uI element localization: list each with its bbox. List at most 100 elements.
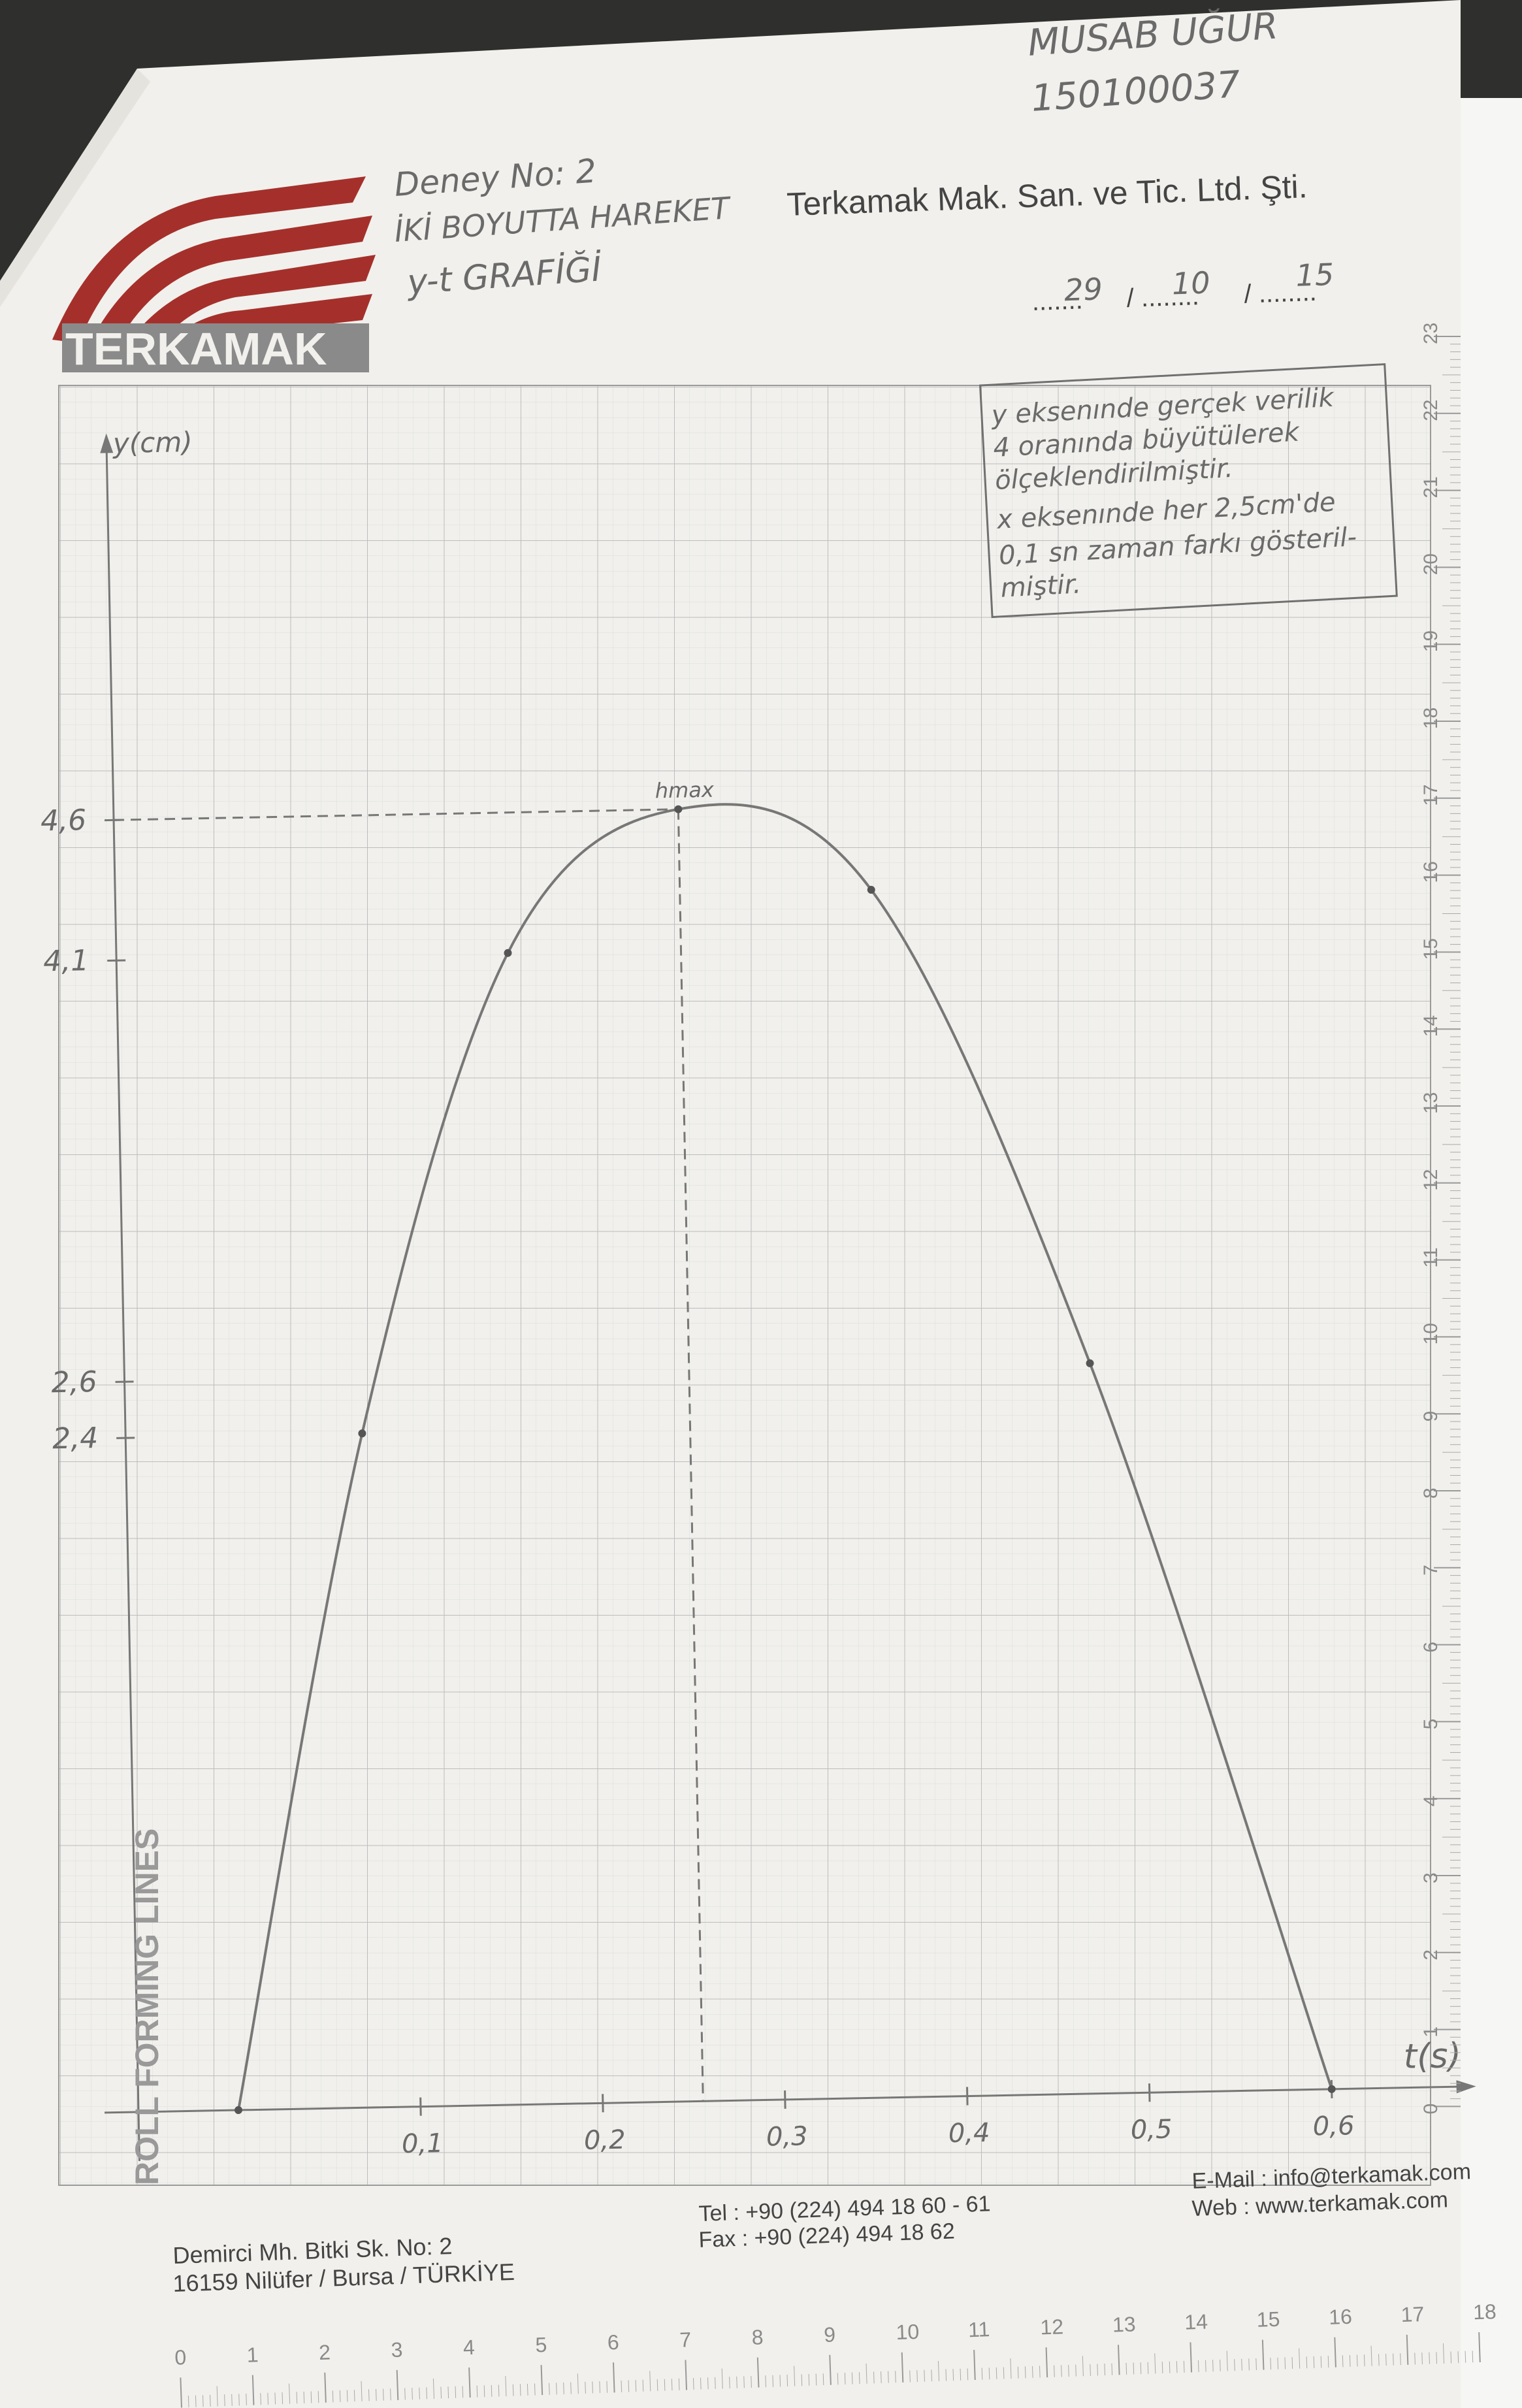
ruler-tick bbox=[901, 2352, 904, 2383]
ruler-label: 4 bbox=[1420, 1796, 1442, 1807]
ruler-label: 14 bbox=[1420, 1015, 1442, 1037]
ruler-minor-tick bbox=[498, 2384, 500, 2397]
ruler-label: 8 bbox=[751, 2325, 764, 2349]
ruler-minor-tick bbox=[368, 2389, 370, 2401]
ruler-minor-tick bbox=[1342, 2355, 1344, 2367]
ruler-minor-tick bbox=[455, 2386, 457, 2398]
ruler-tick bbox=[1334, 2337, 1336, 2367]
y-tick-label: 4,1 bbox=[43, 944, 89, 978]
ruler-minor-tick bbox=[1061, 2365, 1062, 2377]
ruler-label: 14 bbox=[1184, 2310, 1208, 2334]
ruler-tick bbox=[1478, 2332, 1481, 2363]
ruler-label: 12 bbox=[1420, 1169, 1442, 1190]
x-tick bbox=[784, 2090, 786, 2109]
ruler-label: 0 bbox=[174, 2345, 187, 2369]
ruler-minor-tick bbox=[1003, 2367, 1005, 2379]
ruler-minor-tick bbox=[967, 2368, 969, 2381]
ruler-label: 9 bbox=[824, 2322, 836, 2347]
ruler-minor-tick bbox=[988, 2367, 990, 2380]
ruler-label: 17 bbox=[1401, 2302, 1425, 2326]
ruler-label: 5 bbox=[535, 2333, 547, 2357]
note-line-6: miştir. bbox=[1000, 569, 1082, 603]
ruler-label: 22 bbox=[1420, 399, 1442, 421]
ruler-minor-tick bbox=[1075, 2364, 1077, 2377]
ruler-minor-tick bbox=[858, 2372, 860, 2384]
ruler-minor-tick bbox=[873, 2371, 875, 2384]
ruler-minor-tick bbox=[317, 2391, 319, 2403]
ruler-tick bbox=[540, 2365, 543, 2396]
ruler-minor-tick bbox=[376, 2389, 377, 2401]
ruler-minor-tick bbox=[187, 2396, 189, 2408]
ruler-minor-tick bbox=[621, 2380, 623, 2392]
ruler-label: 15 bbox=[1420, 938, 1442, 960]
ruler-tick bbox=[251, 2375, 255, 2405]
ruler-minor-tick bbox=[1370, 2345, 1372, 2366]
data-point bbox=[358, 1429, 366, 1438]
svg-text:/ ........: / ........ bbox=[1244, 278, 1318, 309]
y-tick-label: 2,4 bbox=[52, 1422, 99, 1456]
ruler-minor-tick bbox=[1220, 2359, 1221, 2371]
ruler-minor-tick bbox=[289, 2383, 291, 2404]
ruler-minor-tick bbox=[1176, 2361, 1178, 2373]
ruler-minor-tick bbox=[534, 2383, 536, 2396]
ruler-label: 19 bbox=[1420, 630, 1442, 652]
ruler-label: 10 bbox=[1420, 1323, 1442, 1344]
ruler-minor-tick bbox=[801, 2374, 803, 2386]
ruler-minor-tick bbox=[282, 2392, 283, 2405]
ruler-minor-tick bbox=[1090, 2364, 1091, 2376]
ruler-minor-tick bbox=[585, 2381, 586, 2394]
ruler-label: 10 bbox=[896, 2320, 920, 2344]
ruler-minor-tick bbox=[952, 2369, 954, 2381]
ruler-minor-tick bbox=[1299, 2348, 1301, 2369]
ruler-tick bbox=[180, 2377, 182, 2408]
ruler-minor-tick bbox=[412, 2388, 413, 2400]
ruler-label: 18 bbox=[1472, 2300, 1497, 2324]
ruler-label: 16 bbox=[1329, 2305, 1353, 2329]
ruler-label: 11 bbox=[1420, 1247, 1442, 1267]
ruler-label: 2 bbox=[1420, 1949, 1442, 1961]
date-day: 29 bbox=[1063, 271, 1103, 308]
ruler-tick bbox=[829, 2354, 832, 2385]
x-tick-label: 0,2 bbox=[584, 2125, 626, 2156]
ruler-minor-tick bbox=[909, 2370, 911, 2383]
ruler-minor-tick bbox=[346, 2390, 348, 2402]
ruler-minor-tick bbox=[628, 2380, 630, 2392]
ruler-minor-tick bbox=[1248, 2358, 1250, 2371]
ruler-minor-tick bbox=[937, 2360, 940, 2381]
ruler-minor-tick bbox=[1054, 2365, 1055, 2377]
ruler-minor-tick bbox=[888, 2371, 889, 2383]
data-point bbox=[235, 2106, 242, 2114]
ruler-label: 16 bbox=[1420, 861, 1442, 883]
ruler-minor-tick bbox=[1472, 2351, 1474, 2363]
ruler-minor-tick bbox=[649, 2371, 651, 2392]
ruler-minor-tick bbox=[960, 2368, 962, 2381]
ruler-tick bbox=[756, 2357, 760, 2388]
ruler-minor-tick bbox=[751, 2375, 752, 2388]
ruler-minor-tick bbox=[1436, 2352, 1438, 2364]
ruler-minor-tick bbox=[432, 2378, 435, 2399]
ruler-label: 17 bbox=[1420, 784, 1442, 805]
ruler-label: 21 bbox=[1420, 476, 1442, 498]
ruler-label: 1 bbox=[246, 2343, 259, 2367]
data-point bbox=[674, 805, 683, 813]
ruler-minor-tick bbox=[1385, 2354, 1387, 2366]
ruler-minor-tick bbox=[1393, 2353, 1394, 2366]
ruler-minor-tick bbox=[1327, 2356, 1329, 2368]
hmax-label: hmax bbox=[655, 777, 715, 804]
ruler-minor-tick bbox=[549, 2383, 550, 2395]
x-tick bbox=[966, 2087, 969, 2106]
x-tick-label: 0,5 bbox=[1130, 2115, 1172, 2145]
ruler-minor-tick bbox=[526, 2383, 528, 2396]
ruler-minor-tick bbox=[353, 2390, 355, 2402]
ruler-minor-tick bbox=[996, 2367, 997, 2379]
x-tick-label: 0,4 bbox=[948, 2118, 990, 2149]
y-t-chart: y(cm) t(s) 0,1 0,2 0,3 0,4 0,5 0,6 2,4 2,6 4,1 4,… bbox=[40, 426, 1476, 2161]
ruler-minor-tick bbox=[577, 2373, 579, 2394]
ruler-minor-tick bbox=[1039, 2366, 1041, 2378]
ruler-label: 6 bbox=[607, 2330, 619, 2354]
ruler-tick bbox=[685, 2360, 688, 2390]
ruler-minor-tick bbox=[447, 2386, 449, 2399]
terkamak-logo: TERKAMAK bbox=[52, 176, 376, 374]
